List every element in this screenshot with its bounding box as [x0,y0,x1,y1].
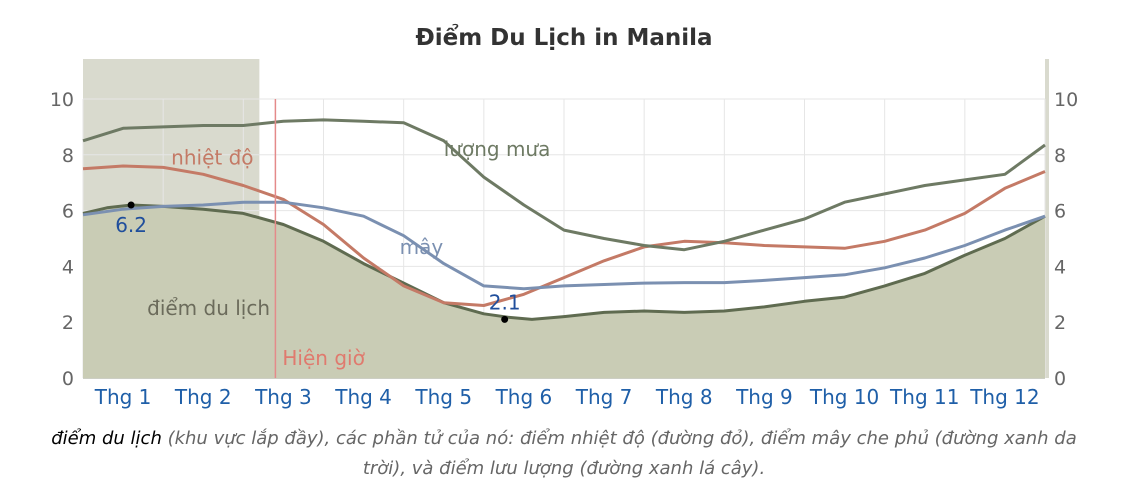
series-label-mây: mây [400,235,444,259]
series-label-lượng-mưa: lượng mưa [444,137,551,161]
series-lines [82,118,1046,321]
y-tick-left: 8 [62,145,74,167]
chart-caption: điểm du lịch (khu vực lắp đầy), các phần… [40,424,1088,484]
series-line-mây [82,200,1046,291]
y-tick-left: 6 [62,201,74,223]
y-axis-labels: 0 0 2 2 4 4 6 6 8 8 10 10 [50,89,1078,390]
y-tick-left: 4 [62,256,74,278]
x-tick-month: Thg 4 [334,385,392,409]
y-tick-left: 2 [62,312,74,334]
y-tick-right: 4 [1054,256,1066,278]
score-area [83,205,1045,378]
y-tick-right: 2 [1054,312,1066,334]
caption-lead: điểm du lịch [51,428,162,449]
caption-text: (khu vực lắp đầy), các phần tử của nó: đ… [161,428,1077,479]
y-tick-left: 0 [62,368,74,390]
x-tick-month: Thg 8 [655,385,713,409]
series-label-điểm-du-lịch: điểm du lịch [147,296,270,320]
x-tick-month: Thg 6 [495,385,553,409]
x-axis-labels: Thg 1 Thg 2 Thg 3 Thg 4 Thg 5 Thg 6 Thg 7 Thg 8… [94,385,1040,409]
series-line-lượng-mưa [82,118,1046,252]
x-tick-month: Thg 12 [969,385,1039,409]
y-tick-right: 6 [1054,201,1066,223]
highlight-band [1045,59,1049,378]
max-value-label: 6.2 [115,213,147,237]
y-tick-right: 8 [1054,145,1066,167]
series-label-nhiệt-độ: nhiệt độ [171,146,253,170]
max-marker [127,201,135,209]
x-tick-month: Thg 2 [174,385,232,409]
min-marker [501,315,509,323]
min-value-label: 2.1 [489,290,521,314]
series-line-nhiệt-độ [82,164,1046,307]
x-tick-month: Thg 11 [889,385,959,409]
x-tick-month: Thg 9 [735,385,793,409]
x-tick-month: Thg 1 [94,385,152,409]
current-time-marker: Hiện giờ [274,99,366,378]
y-tick-left: 10 [50,89,74,111]
y-tick-right: 10 [1054,89,1078,111]
area-fill-điểm-du-lịch [83,205,1045,378]
chart-title: Điểm Du Lịch in Manila [415,23,712,51]
x-tick-month: Thg 3 [254,385,312,409]
x-tick-month: Thg 7 [575,385,633,409]
now-label: Hiện giờ [282,346,365,370]
y-tick-right: 0 [1054,368,1066,390]
extreme-markers: 6.2 2.1 [115,201,521,323]
x-tick-month: Thg 10 [809,385,879,409]
series-labels: điểm du lịch nhiệt độ mây lượng mưa [147,137,550,320]
x-tick-month: Thg 5 [414,385,472,409]
series-line-điểm-du-lịch [82,203,1046,321]
